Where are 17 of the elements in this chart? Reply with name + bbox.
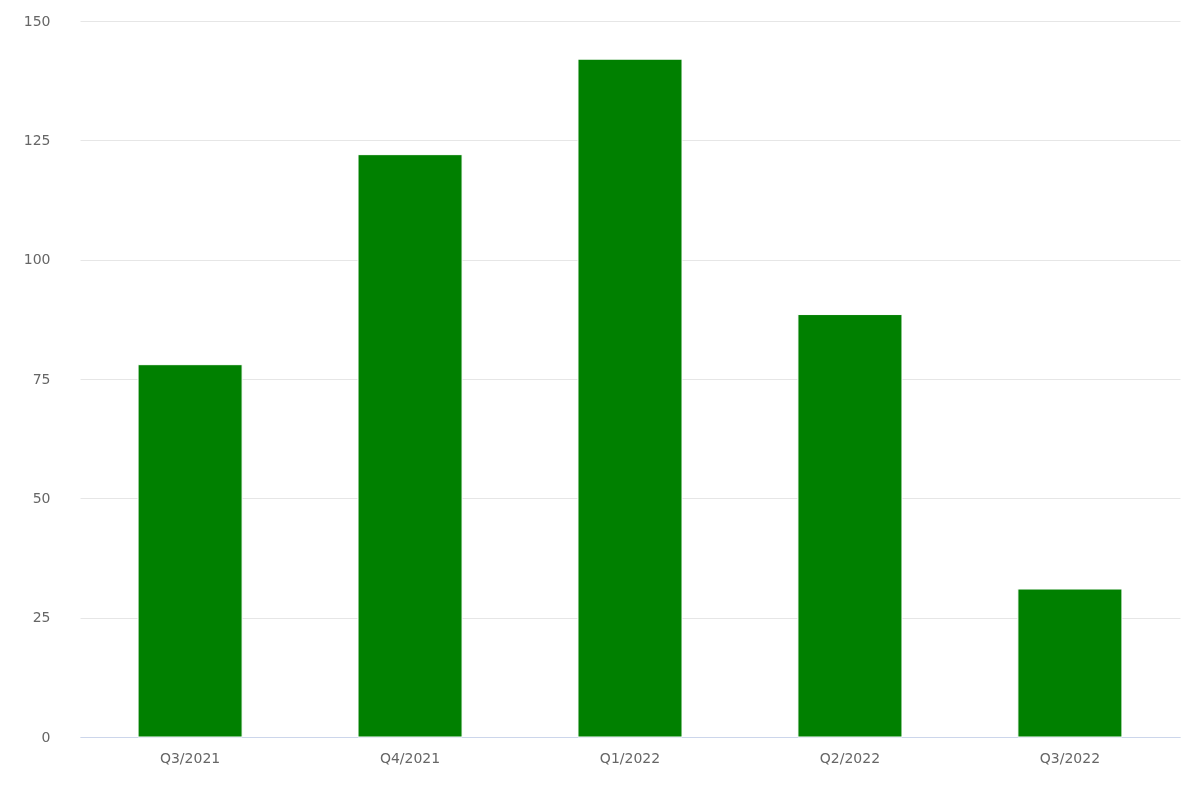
y-tick-label: 0 <box>41 728 51 745</box>
y-tick-label: 75 <box>32 370 51 387</box>
bar <box>357 154 463 738</box>
x-tick-label: Q3/2022 <box>1039 749 1101 766</box>
y-tick-label: 100 <box>23 251 51 268</box>
x-tick-label: Q3/2021 <box>159 749 221 766</box>
x-tick-label: Q4/2021 <box>379 749 441 766</box>
y-tick-label: 150 <box>23 12 51 29</box>
bar <box>797 314 903 738</box>
bar <box>137 364 243 738</box>
x-tick-label: Q1/2022 <box>599 749 661 766</box>
bar <box>577 58 683 738</box>
y-tick-label: 25 <box>32 609 51 626</box>
bar <box>1017 588 1123 738</box>
y-tick-label: 50 <box>32 489 51 506</box>
x-tick-label: Q2/2022 <box>819 749 881 766</box>
y-tick-label: 125 <box>23 131 51 148</box>
